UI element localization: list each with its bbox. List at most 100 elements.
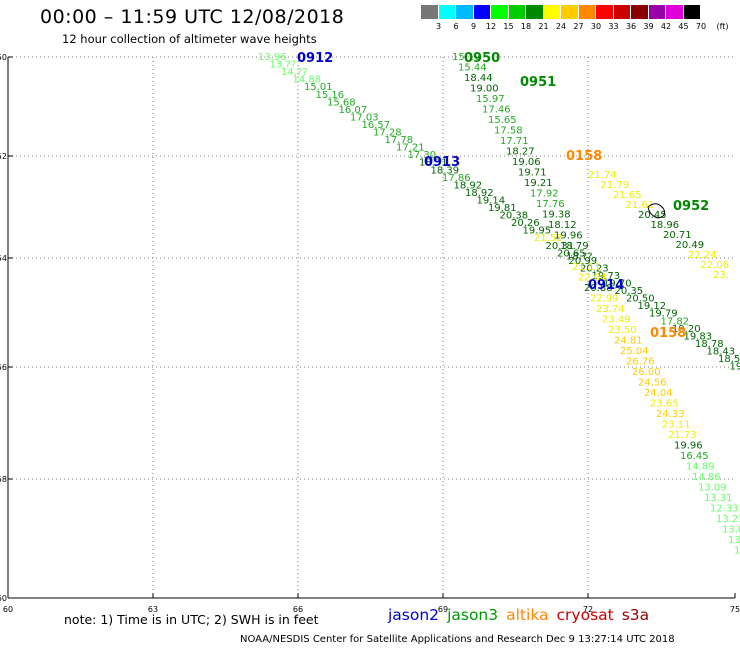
colorbar-label: (ft) (716, 22, 729, 31)
track-0912-value: 14.?? (281, 67, 308, 78)
track-0950-value: 20.88 (584, 283, 613, 294)
track-0912-value: 17.82 (661, 316, 690, 327)
track-0952-value: 21.74 (588, 170, 617, 181)
colorbar-swatch (596, 5, 614, 19)
colorbar-label: 15 (503, 22, 514, 31)
track-0912-value: 17.21 (396, 143, 425, 154)
track-0912-value: 14.88 (293, 75, 322, 86)
colorbar-label: 12 (485, 22, 497, 31)
satellite-legend: jason2 jason3 altika cryosat s3a (388, 606, 657, 624)
track-0912-value: 18.57 (718, 354, 740, 365)
track-0912-value: 13.?? (270, 60, 297, 71)
track-0912-value: 20.99 (569, 256, 598, 267)
track-0950-value: 25.04 (620, 346, 649, 357)
track-0912-value: 20.31 (546, 241, 575, 252)
colorbar-swatch (526, 5, 544, 19)
pass-label-0951: 0951 (520, 75, 556, 90)
track-0912-value: 18.92 (454, 180, 483, 191)
pass-label-0952: 0952 (673, 199, 709, 214)
track-0950-value: 18.27 (506, 147, 535, 158)
track-0912-value: 20.65 (557, 248, 586, 259)
colorbar-label: 18 (520, 22, 532, 31)
track-0950-value: 17.92 (530, 189, 559, 200)
track-0912-value: 19.20 (672, 324, 701, 335)
legend-altika: altika (506, 606, 549, 624)
colorbar-swatch (683, 5, 701, 19)
track-0952-value: 22.24 (688, 250, 717, 261)
map-subtitle: 12 hour collection of altimeter wave hei… (62, 32, 317, 46)
track-0950-value: 13.03 (722, 525, 740, 536)
track-0912-value: 19.95 (523, 226, 552, 237)
colorbar-swatch (508, 5, 526, 19)
colorbar-label: 21 (538, 22, 549, 31)
colorbar-swatch (561, 5, 579, 19)
lat-tick-label: -54 (0, 254, 7, 263)
colorbar-label: 30 (590, 22, 602, 31)
track-0952-value: 22.06 (701, 260, 730, 271)
lon-tick-label: 66 (293, 605, 303, 614)
track-0950-value: 19.71 (518, 168, 547, 179)
track-0950-value: 18.44 (464, 73, 493, 84)
lat-tick-label: -50 (0, 53, 7, 62)
track-0950-value: 22.99 (590, 294, 619, 305)
track-0912-value: 15.01 (304, 82, 333, 93)
footer-note: note: 1) Time is in UTC; 2) SWH is in fe… (64, 612, 319, 627)
track-0952-value: 21.65 (613, 190, 642, 201)
colorbar-swatch (613, 5, 631, 19)
track-0950-value: 17.76 (536, 199, 565, 210)
track-0950-value: 18.?? (566, 252, 593, 263)
track-0950-value: 24.04 (644, 388, 673, 399)
colorbar-label: 6 (453, 22, 459, 31)
colorbar-swatch (543, 5, 561, 19)
track-0912-value: 19.12 (638, 301, 667, 312)
colorbar-swatch (438, 5, 456, 19)
legend-jason2: jason2 (388, 606, 440, 624)
colorbar-label: 45 (678, 22, 689, 31)
track-0912-value: 13.96 (258, 52, 287, 63)
lat-tick-label: -60 (0, 594, 7, 603)
track-0912-value: 18.31 (419, 158, 448, 169)
track-0950-value: 26.76 (626, 357, 655, 368)
track-0950-value: 12. (734, 546, 740, 557)
pass-label-0914: 0914 (588, 278, 624, 293)
track-0912-value: 17.03 (350, 112, 379, 123)
colorbar-swatch (421, 5, 439, 19)
colorbar-label: 42 (660, 22, 672, 31)
pass-label-0912: 0912 (297, 51, 333, 66)
colorbar-label: 36 (625, 22, 637, 31)
track-0952-value: 18.96 (651, 220, 680, 231)
track-0950-value: 21.73 (668, 430, 697, 441)
credit-line: NOAA/NESDIS Center for Satellite Applica… (240, 634, 675, 645)
lat-tick-label: -56 (0, 363, 7, 372)
colorbar-swatch (631, 5, 649, 19)
track-0950-value: 15.44 (458, 63, 487, 74)
colorbar-swatch (578, 5, 596, 19)
track-0950-value: 19.38 (542, 210, 571, 221)
track-0950-value: 19.96 (554, 231, 583, 242)
track-0950-value: 15.97 (476, 94, 505, 105)
track-0950-value: 26.00 (632, 367, 661, 378)
track-0912-value: 19.73 (592, 271, 621, 282)
track-0950-value: 13.09 (698, 483, 727, 494)
colorbar-label: 3 (435, 22, 442, 31)
colorbar-labels: 3 6 9 12 15 18 21 24 27 30 33 36 39 42 45 70 (ft) (421, 22, 740, 34)
track-0950-value: 12.33 (710, 504, 739, 515)
pass-label-0158-north: 0158 (566, 149, 602, 164)
track-0912-value: 19.83 (684, 331, 713, 342)
track-0912-value: 20.50 (626, 294, 655, 305)
track-0950-value: 24.81 (614, 336, 643, 347)
track-0912-value: 18.43 (707, 346, 736, 357)
track-0950-value: 19.00 (470, 84, 499, 95)
legend-jason3: jason3 (447, 606, 499, 624)
lon-tick-label: 69 (438, 605, 448, 614)
track-0952-value: 21.61 (626, 200, 655, 211)
colorbar-swatch (456, 5, 474, 19)
track-0912-value: 18.92 (465, 188, 494, 199)
colorbar-label: 24 (555, 22, 567, 31)
track-0912-value: 17.86 (442, 173, 471, 184)
track-0912-value: 20.35 (615, 286, 644, 297)
track-0912-value: 15.16 (316, 90, 345, 101)
colorbar-label: 33 (608, 22, 619, 31)
track-0950-value: 15.10 (452, 52, 481, 63)
